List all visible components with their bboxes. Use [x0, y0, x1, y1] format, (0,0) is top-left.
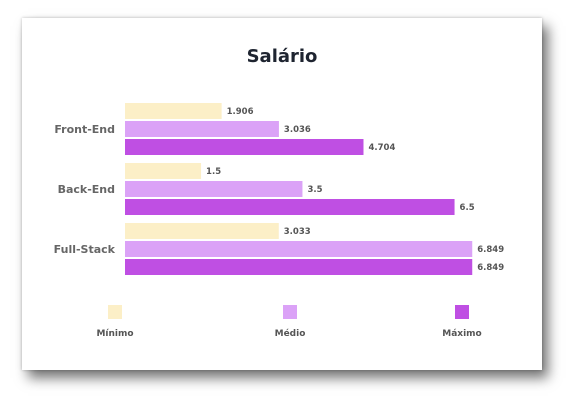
bar — [125, 163, 202, 179]
legend-label: Médio — [275, 328, 306, 339]
legend-swatch — [108, 305, 122, 319]
bar — [125, 223, 279, 239]
bar — [125, 121, 279, 137]
data-label: 6.849 — [477, 245, 504, 255]
legend-swatch — [455, 305, 469, 319]
data-label: 1.906 — [227, 107, 254, 117]
legend-label: Máximo — [442, 329, 481, 339]
chart-title: Salário — [246, 46, 318, 67]
bar — [125, 199, 455, 215]
category-label: Back-End — [58, 183, 115, 196]
data-label: 3.033 — [284, 227, 311, 237]
data-label: 6.5 — [460, 203, 475, 213]
legend-swatch — [283, 305, 297, 319]
bar — [125, 259, 473, 275]
chart-card: Salário Front-End 1.906 3.036 4.704 Back-End… — [22, 18, 542, 370]
category-label: Full-Stack — [54, 243, 116, 256]
legend-label: Mínimo — [96, 329, 133, 339]
bar — [125, 241, 473, 257]
category-label: Front-End — [54, 123, 115, 136]
bar-chart: Front-End 1.906 3.036 4.704 Back-End 1.5 3.5 6.… — [54, 103, 504, 339]
data-label: 3.036 — [284, 125, 311, 135]
bar — [125, 181, 303, 197]
data-label: 4.704 — [368, 143, 395, 153]
data-label: 3.5 — [307, 185, 322, 195]
data-label: 6.849 — [477, 263, 504, 273]
data-label: 1.5 — [206, 167, 221, 177]
bar — [125, 139, 364, 155]
bar — [125, 103, 222, 119]
